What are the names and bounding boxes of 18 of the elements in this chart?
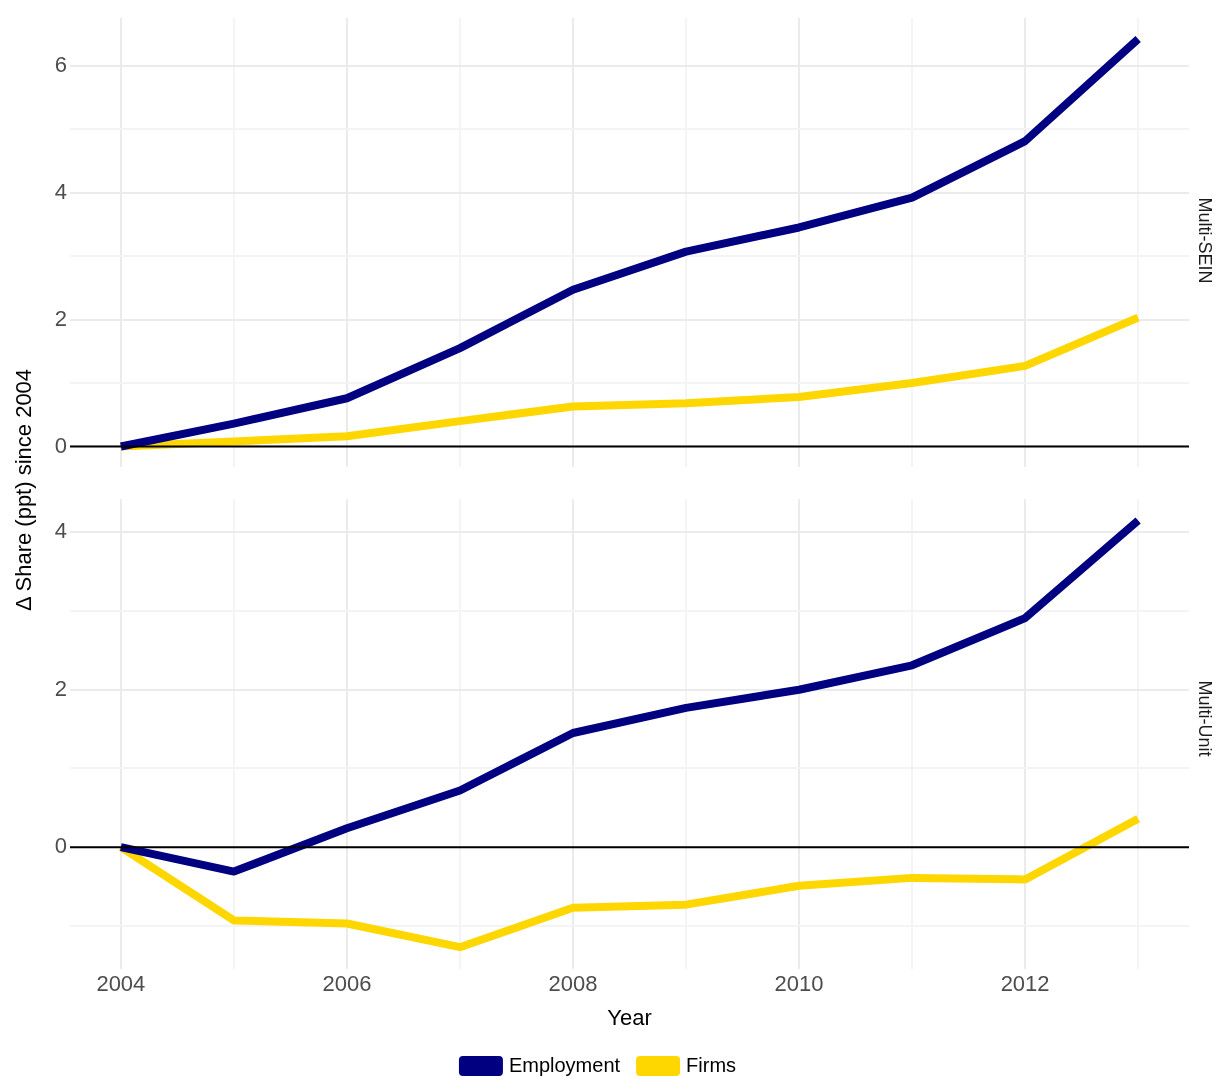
y-axis-title: Δ Share (ppt) since 2004 (11, 368, 37, 612)
text: Multi-Unit (1193, 679, 1215, 757)
y-tick-label: 6 (54, 51, 67, 77)
y-tick-label: 4 (54, 518, 67, 544)
x-tick-label: 2006 (322, 971, 372, 997)
x-tick-label: 2012 (1000, 971, 1050, 997)
x-tick-label: 2010 (774, 971, 824, 997)
y-tick-label: 2 (54, 675, 67, 701)
legend-label: Firms (686, 1053, 737, 1076)
text: Multi-SEIN (1193, 196, 1215, 284)
legend-label: Employment (508, 1053, 621, 1076)
x-axis-title: Year (607, 1004, 652, 1030)
y-tick-label: 2 (54, 305, 67, 331)
y-tick-label: 0 (54, 432, 67, 458)
y-tick-label: 4 (54, 178, 67, 204)
y-tick-label: 0 (54, 833, 67, 859)
x-tick-label: 2004 (96, 971, 146, 997)
x-tick-label: 2008 (548, 971, 598, 997)
